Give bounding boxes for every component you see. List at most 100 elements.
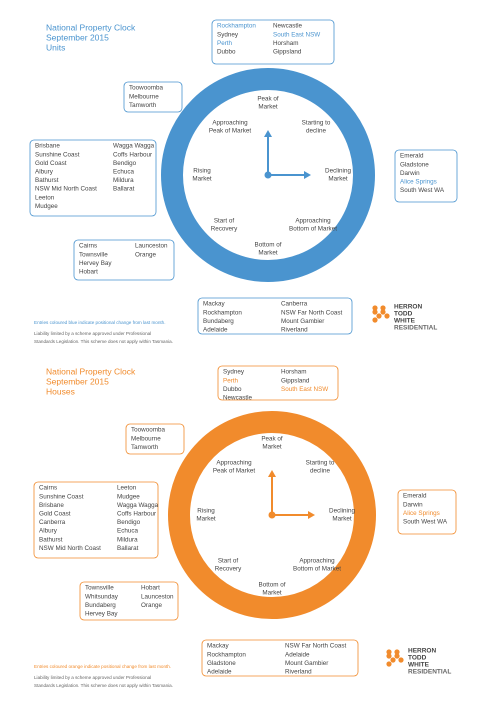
region-name: Hervey Bay xyxy=(79,260,112,267)
clock-label: Bottom of Market xyxy=(293,566,341,573)
clock-label: Approaching xyxy=(295,218,331,225)
region-name: Ballarat xyxy=(113,186,135,193)
region-name: Rockhampton xyxy=(217,23,256,30)
arrow-head xyxy=(308,511,315,519)
region-name: Leeton xyxy=(35,194,55,201)
region-name: Coffs Harbour xyxy=(117,510,156,517)
region-name: Wagga Wagga xyxy=(113,143,155,150)
region-name: Adelaide xyxy=(203,326,228,333)
region-name: Canberra xyxy=(281,301,308,308)
logo-dot xyxy=(376,313,382,319)
logo-dot xyxy=(390,657,396,663)
logo-text: RESIDENTIAL xyxy=(408,669,451,676)
logo-text: TODD xyxy=(394,311,413,318)
region-name: Ballarat xyxy=(117,545,139,552)
region-name: Alice Springs xyxy=(403,510,440,517)
region-name: Hobart xyxy=(141,585,160,592)
region-name: Mount Gambier xyxy=(285,660,328,667)
region-name: South West WA xyxy=(400,187,445,194)
clock-label: Start of xyxy=(218,558,239,565)
region-name: Bendigo xyxy=(117,519,141,526)
arrow-head xyxy=(264,130,272,137)
clock-label: Market xyxy=(262,590,281,597)
clock-label: Market xyxy=(258,104,277,111)
region-name: NSW Mid North Coast xyxy=(39,545,101,552)
region-box xyxy=(73,239,175,281)
clock-label: Market xyxy=(192,176,211,183)
region-name: South East NSW xyxy=(281,386,328,393)
region-name: Riverland xyxy=(281,326,308,333)
clock-label: Market xyxy=(328,176,347,183)
logo-text: HERRON xyxy=(408,648,436,655)
clock-label: Approaching xyxy=(299,558,335,565)
logo-dot xyxy=(372,305,378,311)
logo-text: WHITE xyxy=(394,318,416,325)
region-name: Gippsland xyxy=(273,48,302,55)
region-name: Newcastle xyxy=(223,394,253,401)
clock-ring xyxy=(168,411,376,619)
region-name: Toowoomba xyxy=(129,85,163,92)
clock-label: Peak of Market xyxy=(213,468,256,475)
region-name: Tamworth xyxy=(129,102,157,109)
clock-label: decline xyxy=(306,128,326,135)
clock-label: Peak of Market xyxy=(209,128,252,135)
region-name: NSW Far North Coast xyxy=(285,643,346,650)
region-name: Gladstone xyxy=(207,660,236,667)
region-name: Dubbo xyxy=(223,386,242,393)
logo-text: RESIDENTIAL xyxy=(394,325,437,332)
region-name: NSW Mid North Coast xyxy=(35,186,97,193)
region-box xyxy=(397,489,457,535)
region-name: Gippsland xyxy=(281,377,310,384)
clock-label: Recovery xyxy=(215,566,242,573)
logo-dot xyxy=(386,649,392,655)
region-box xyxy=(197,297,353,335)
region-name: Mildura xyxy=(117,536,138,543)
logo-text: TODD xyxy=(408,655,427,662)
logo-dot xyxy=(380,305,386,311)
region-name: Echuca xyxy=(113,168,135,175)
region-box xyxy=(394,149,458,203)
region-name: Adelaide xyxy=(207,668,232,675)
region-name: Sydney xyxy=(217,31,239,38)
clock-label: Start of xyxy=(214,218,235,225)
region-name: Alice Springs xyxy=(400,178,437,185)
region-box xyxy=(33,481,159,559)
logo-dot xyxy=(384,313,390,319)
clock-label: Market xyxy=(262,444,281,451)
clock-label: Declining xyxy=(329,508,355,515)
region-name: Horsham xyxy=(281,369,307,376)
clock-label: Market xyxy=(258,250,277,257)
region-name: Bathurst xyxy=(35,177,59,184)
region-name: Melbourne xyxy=(131,435,161,442)
region-box xyxy=(201,639,359,677)
clock-center xyxy=(268,511,276,519)
region-name: Albury xyxy=(39,528,58,535)
clock-label: Approaching xyxy=(216,460,252,467)
footnote: Liability limited by a scheme approved u… xyxy=(34,675,151,680)
region-name: Emerald xyxy=(400,153,424,160)
region-name: Perth xyxy=(223,377,239,384)
region-name: Echuca xyxy=(117,528,139,535)
region-name: Bendigo xyxy=(113,160,137,167)
region-name: Sydney xyxy=(223,369,245,376)
clock-label: Peak of xyxy=(261,436,283,443)
logo-dot xyxy=(398,657,404,663)
region-name: Bundaberg xyxy=(203,318,234,325)
region-name: Horsham xyxy=(273,40,299,47)
footnote: Liability limited by a scheme approved u… xyxy=(34,331,151,336)
clock-label: Market xyxy=(332,516,351,523)
logo-dot xyxy=(394,653,400,659)
region-name: Mildura xyxy=(113,177,134,184)
clock-label: Starting to xyxy=(302,120,331,127)
region-name: Launceston xyxy=(135,243,168,250)
region-name: Mudgee xyxy=(117,493,140,500)
region-name: South West WA xyxy=(403,518,448,525)
region-name: Gold Coast xyxy=(35,160,67,167)
section-title: Units xyxy=(46,42,65,52)
region-name: NSW Far North Coast xyxy=(281,309,342,316)
region-name: Toowoomba xyxy=(131,427,165,434)
clock-ring xyxy=(161,68,375,282)
region-name: Townsville xyxy=(85,585,114,592)
region-name: Brisbane xyxy=(39,502,64,509)
